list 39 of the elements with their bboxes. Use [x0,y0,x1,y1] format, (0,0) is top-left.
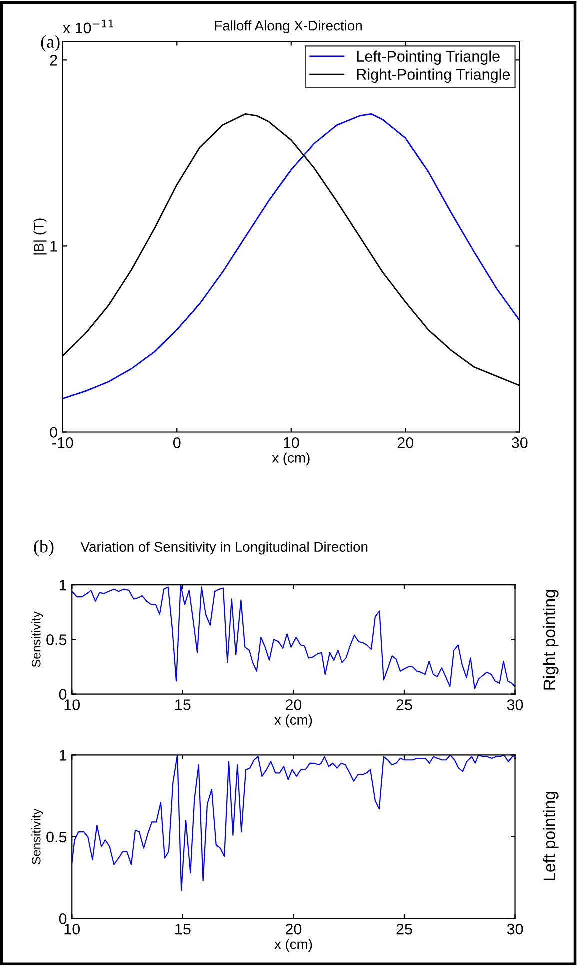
y-tick-label: 1 [60,580,67,591]
x-tick-label: 10 [284,438,300,448]
chart-title: Variation of Sensitivity in Longitudinal Direction [80,542,368,555]
text: (b) [34,540,54,556]
x-tick-label: 30 [512,438,528,448]
x-tick-label: 20 [398,438,414,448]
x-tick-label: 0 [173,438,181,448]
text: Left pointing [543,792,559,880]
chart-title: Falloff Along X-Direction [215,20,362,34]
x-tick-label: 30 [507,700,524,710]
x-tick-label: 15 [176,924,191,935]
text: Right pointing [543,590,559,690]
y-axis-title: |B| (T) [34,218,47,255]
x-tick-label: 20 [286,924,302,935]
x-tick-label: 10 [64,924,80,935]
x-tick-label: 25 [396,700,412,710]
y-tick-label: 1 [50,241,58,252]
x-tick-label: 25 [396,924,412,935]
y-tick-label: 0.5 [46,634,67,646]
text: x 10$^{−11}$ [63,20,114,34]
y-tick-label: 0 [50,427,58,438]
text: (a) [41,35,60,52]
y-tick-label: 0 [59,689,67,700]
x-tick-label: -10 [52,438,74,448]
y-tick-label: 2 [50,55,58,66]
y-tick-label: 0.5 [46,832,67,843]
x-axis-title: x (cm) [274,939,312,952]
legend-label: Right-Pointing Triangle [357,68,510,84]
x-tick-label: 10 [64,700,80,710]
x-tick-label: 15 [176,700,191,710]
x-axis-title: x (cm) [274,714,312,728]
y-tick-label: 0 [59,914,67,924]
legend-label: Left-Pointing Triangle [357,50,500,65]
y-tick-label: 1 [60,750,67,761]
y-axis-title: Sensitivity [32,612,44,668]
y-axis-title: Sensitivity [32,808,44,865]
x-tick-label: 30 [507,924,524,935]
x-axis-title: x (cm) [272,452,310,466]
x-tick-label: 20 [286,700,302,710]
